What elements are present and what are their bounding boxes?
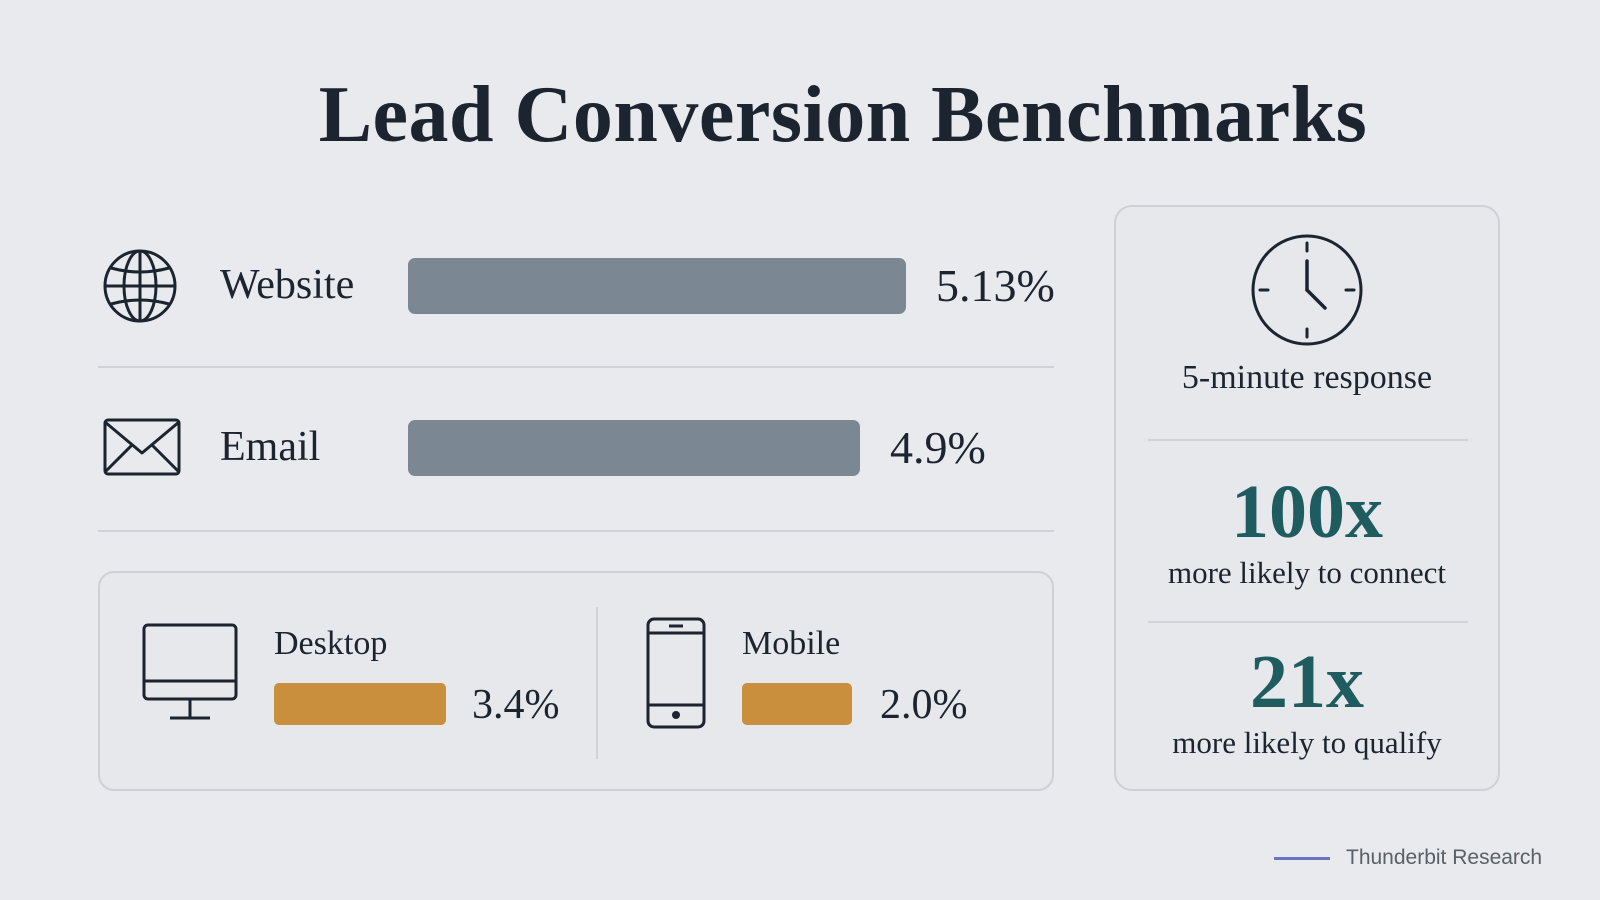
device-label-mobile: Mobile bbox=[742, 625, 841, 662]
device-separator bbox=[596, 607, 598, 759]
device-label-desktop: Desktop bbox=[274, 625, 388, 662]
stat-caption-qualify: more likely to qualify bbox=[1172, 725, 1442, 760]
globe-icon bbox=[103, 249, 177, 323]
bar-email bbox=[408, 420, 860, 476]
channel-label-email: Email bbox=[220, 424, 321, 470]
divider bbox=[98, 366, 1054, 368]
value-website: 5.13% bbox=[936, 260, 1055, 311]
source-accent-line bbox=[1274, 857, 1330, 860]
value-email: 4.9% bbox=[890, 422, 986, 473]
bar-fill-email bbox=[408, 420, 860, 476]
clock-icon bbox=[1251, 234, 1363, 346]
desktop-monitor-icon bbox=[142, 623, 238, 720]
value-desktop: 3.4% bbox=[472, 682, 560, 728]
page-title: Lead Conversion Benchmarks bbox=[318, 71, 1368, 159]
envelope-icon bbox=[103, 418, 181, 476]
stat-divider bbox=[1148, 621, 1468, 623]
value-mobile: 2.0% bbox=[880, 682, 968, 728]
bar-desktop bbox=[274, 683, 446, 725]
stat-number-qualify: 21x bbox=[1250, 640, 1364, 724]
bar-fill-website bbox=[408, 258, 906, 314]
divider bbox=[98, 530, 1054, 532]
bar-mobile bbox=[742, 683, 852, 725]
channel-row-website: Website 5.13% bbox=[98, 225, 1055, 345]
stat-divider bbox=[1148, 439, 1468, 441]
response-stats-panel: 5-minute response 100x more likely to co… bbox=[1114, 205, 1500, 791]
channel-label-website: Website bbox=[220, 262, 355, 308]
bar-website bbox=[408, 258, 906, 314]
mobile-phone-icon bbox=[646, 617, 706, 729]
response-headline: 5-minute response bbox=[1181, 359, 1433, 396]
stat-caption-connect: more likely to connect bbox=[1167, 555, 1447, 590]
source-text: Thunderbit Research bbox=[1346, 846, 1543, 869]
channel-row-email: Email 4.9% bbox=[98, 387, 1054, 507]
stat-number-connect: 100x bbox=[1231, 470, 1383, 554]
device-panel: Desktop 3.4% Mobile 2.0% bbox=[98, 571, 1054, 791]
